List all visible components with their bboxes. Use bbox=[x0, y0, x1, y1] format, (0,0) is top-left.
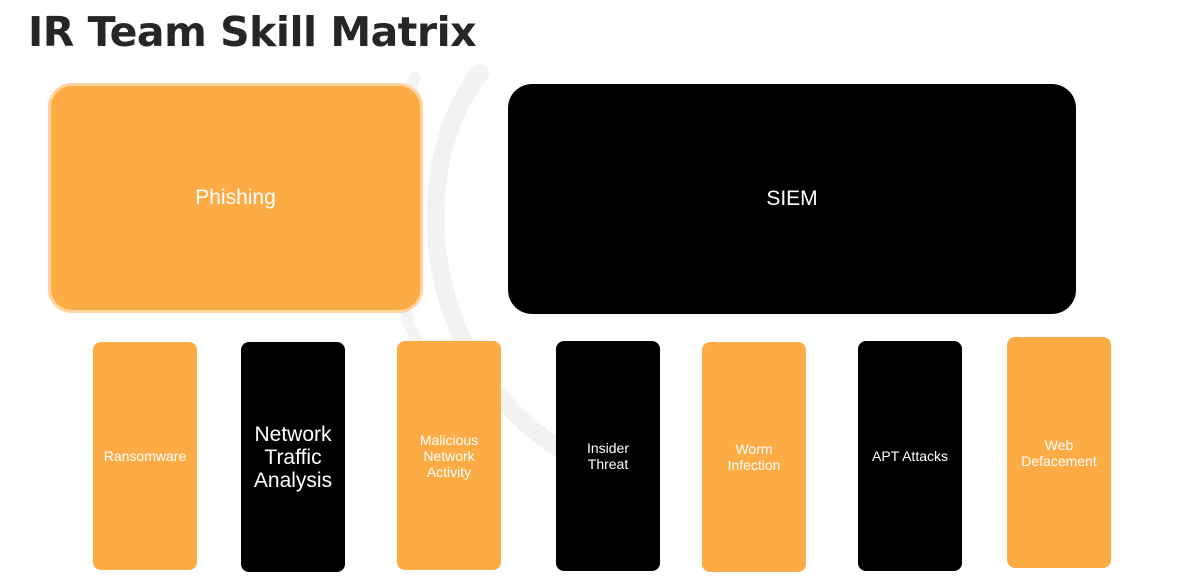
skill-label: Phishing bbox=[195, 186, 276, 209]
skill-label: SIEM bbox=[766, 187, 818, 210]
skill-label: Insider Threat bbox=[586, 440, 630, 472]
page-title: IR Team Skill Matrix bbox=[28, 8, 477, 56]
skill-box-worm-infection: Worm Infection bbox=[702, 342, 806, 572]
skill-box-siem: SIEM bbox=[508, 84, 1076, 314]
skill-box-malicious-network-activity: Malicious Network Activity bbox=[397, 341, 501, 570]
skill-label: APT Attacks bbox=[872, 448, 948, 464]
skill-label: Malicious Network Activity bbox=[419, 431, 479, 480]
skill-box-phishing: Phishing bbox=[48, 83, 423, 313]
skill-box-apt-attacks: APT Attacks bbox=[858, 341, 962, 571]
skill-box-web-defacement: Web Defacement bbox=[1007, 337, 1111, 568]
skill-box-ransomware: Ransomware bbox=[93, 342, 197, 570]
skill-label: Web Defacement bbox=[1021, 436, 1097, 469]
skill-label: Worm Infection bbox=[727, 441, 781, 473]
skill-label: Ransomware bbox=[103, 448, 187, 464]
skill-box-insider-threat: Insider Threat bbox=[556, 341, 660, 571]
skill-box-network-traffic-analysis: Network Traffic Analysis bbox=[241, 342, 345, 572]
skill-label: Network Traffic Analysis bbox=[253, 422, 333, 492]
